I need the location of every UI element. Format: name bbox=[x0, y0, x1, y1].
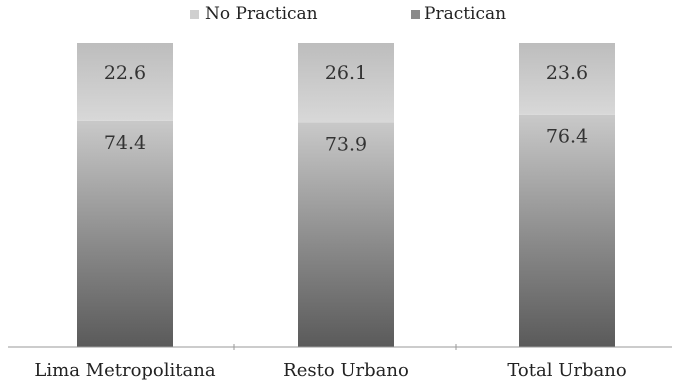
data-label-no-practican: 26.1 bbox=[325, 62, 367, 84]
bars-group: 74.4 22.6 73.9 26.1 76.4 23.6 bbox=[77, 43, 615, 348]
legend-swatch-practican bbox=[411, 10, 420, 19]
legend-label-practican: Practican bbox=[424, 4, 506, 24]
x-tick-label: Lima Metropolitana bbox=[34, 360, 215, 380]
bar-no-practican bbox=[298, 43, 394, 123]
legend-swatch-no-practican bbox=[190, 10, 199, 19]
bar-no-practican bbox=[77, 43, 173, 121]
x-tick-label: Resto Urbano bbox=[283, 360, 409, 380]
data-label-no-practican: 23.6 bbox=[546, 62, 588, 84]
data-label-practican: 73.9 bbox=[325, 133, 367, 155]
bar-practican bbox=[519, 114, 615, 347]
bar-practican bbox=[77, 120, 173, 347]
data-label-practican: 74.4 bbox=[104, 132, 146, 154]
legend-label-no-practican: No Practican bbox=[205, 4, 318, 24]
legend: No Practican Practican bbox=[190, 4, 506, 24]
x-tick-label: Total Urbano bbox=[507, 360, 626, 380]
data-label-no-practican: 22.6 bbox=[104, 62, 146, 84]
x-axis-tick-labels: Lima Metropolitana Resto Urbano Total Urba… bbox=[34, 360, 626, 380]
bar-no-practican bbox=[519, 43, 615, 115]
data-label-practican: 76.4 bbox=[546, 126, 588, 148]
bar-practican bbox=[298, 122, 394, 348]
